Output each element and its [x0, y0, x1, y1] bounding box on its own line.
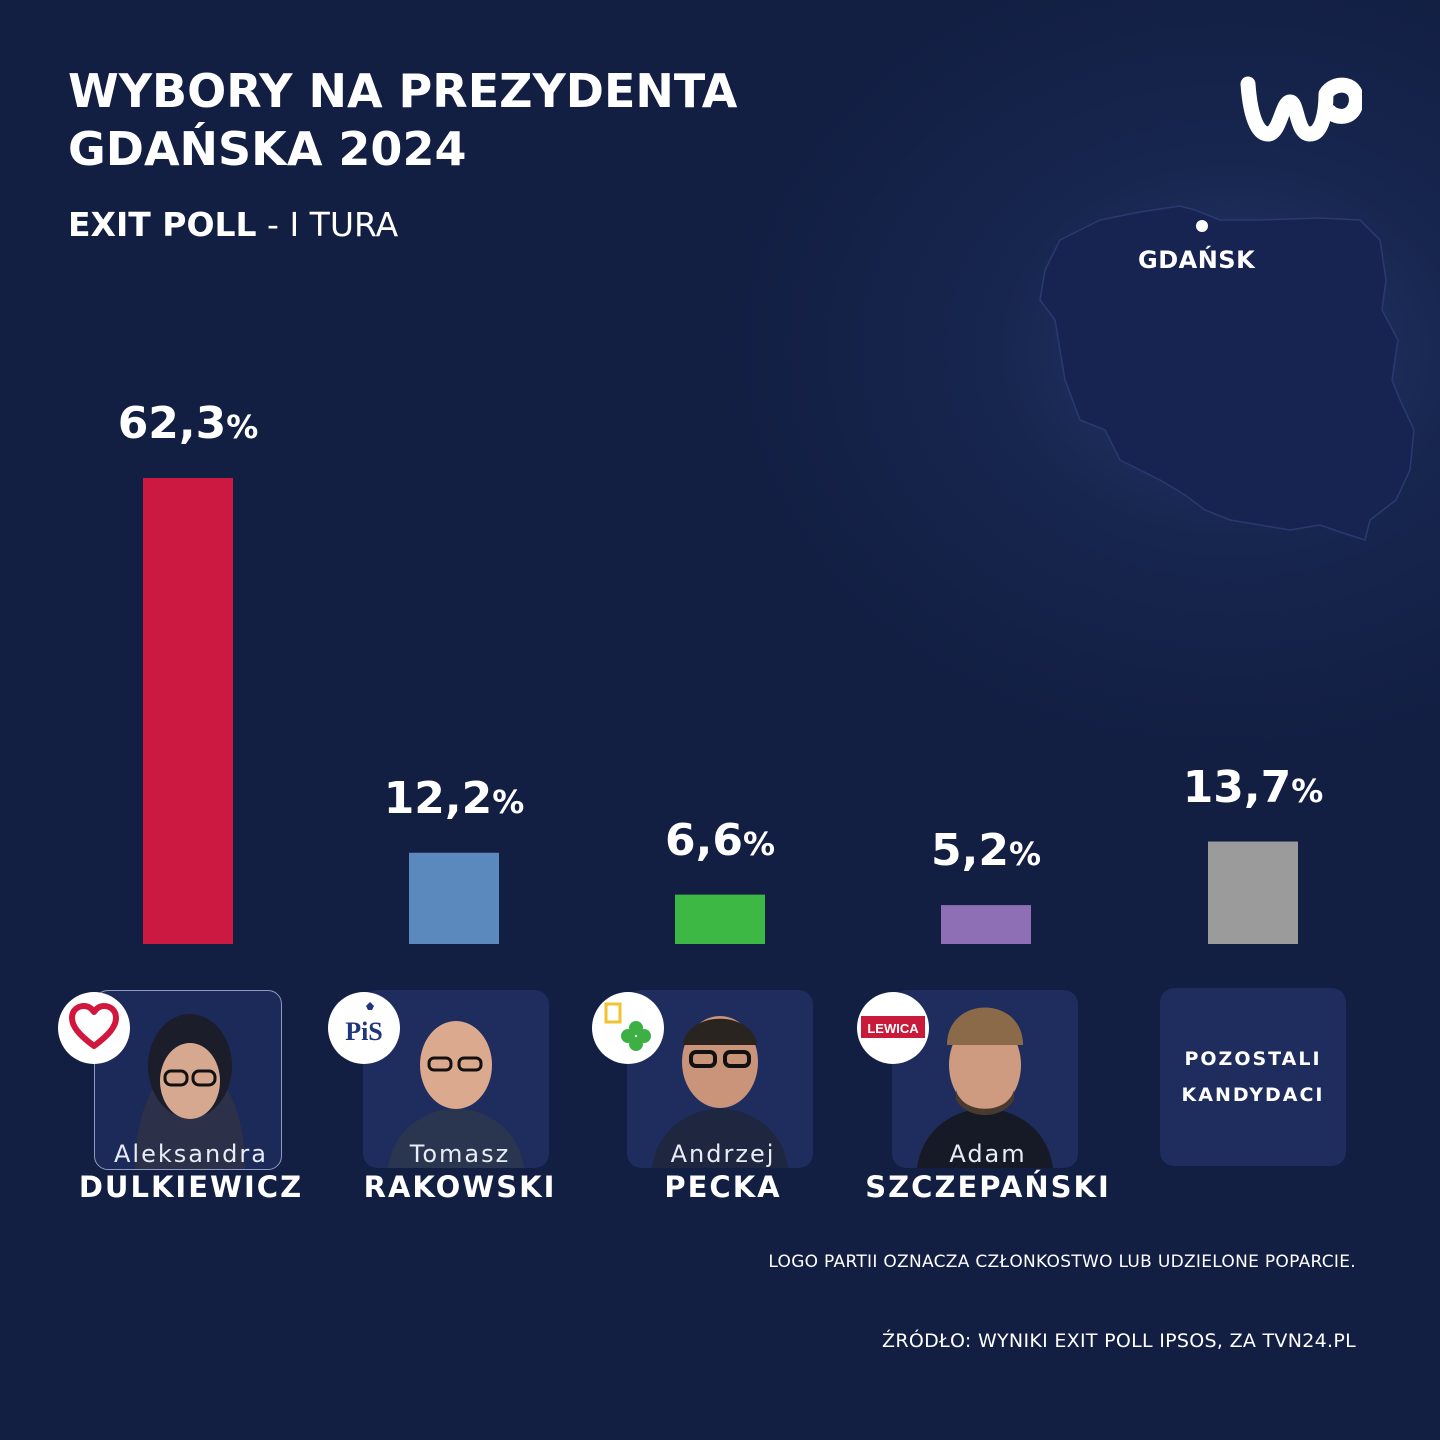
candidate-last-name: RAKOWSKI: [363, 1170, 557, 1204]
bar-3: [675, 894, 765, 944]
bar-4: [941, 905, 1031, 944]
candidate-first-name: Tomasz: [409, 1140, 511, 1168]
svg-text:PiS: PiS: [345, 1017, 383, 1046]
poland-map: [1039, 205, 1415, 541]
candidate-card-dulkiewicz[interactable]: [94, 990, 282, 1170]
source-note: ŹRÓDŁO: WYNIKI EXIT POLL IPSOS, ZA TVN24…: [882, 1330, 1356, 1352]
svg-text:LEWICA: LEWICA: [867, 1021, 919, 1036]
candidate-last-name: DULKIEWICZ: [78, 1170, 304, 1204]
value-label-5: 13,7%: [1182, 761, 1324, 813]
chart-title: WYBORY NA PREZYDENTA GDAŃSKA 2024: [68, 62, 737, 178]
pis-logo: PiS: [328, 992, 400, 1064]
subtitle-bold: EXIT POLL: [68, 205, 257, 244]
candidate-last-name: PECKA: [664, 1170, 782, 1204]
wp-logo: WP: [1240, 76, 1362, 142]
value-label-2: 12,2%: [383, 772, 525, 824]
value-label-3: 6,6%: [664, 814, 775, 866]
bar-2: [409, 852, 499, 944]
candidate-last-name: SZCZEPAŃSKI: [865, 1170, 1111, 1204]
others-line-2: KANDYDACI: [1181, 1084, 1325, 1106]
candidate-first-name: Andrzej: [670, 1140, 776, 1168]
value-label-1: 62,3%: [117, 398, 259, 449]
others-card[interactable]: POZOSTALI KANDYDACI: [1160, 988, 1346, 1166]
party-logo-note: LOGO PARTII OZNACZA CZŁONKOSTWO LUB UDZI…: [768, 1252, 1356, 1272]
candidate-first-name: Aleksandra: [114, 1140, 268, 1168]
chart-subtitle: EXIT POLL - I TURA: [68, 205, 398, 244]
gdansk-label: GDAŃSK: [1138, 246, 1256, 274]
others-line-1: POZOSTALI: [1184, 1048, 1322, 1070]
candidate-photo: [917, 1007, 1053, 1168]
subtitle-rest: - I TURA: [256, 205, 399, 244]
candidate-first-name: Adam: [949, 1140, 1027, 1168]
candidate-photo: [135, 1014, 245, 1169]
bar-1: [143, 478, 233, 944]
gdansk-dot: [1196, 220, 1208, 232]
clover-logo: [592, 992, 664, 1064]
title-line-1: WYBORY NA PREZYDENTA: [68, 64, 738, 118]
heart-icon: [58, 992, 130, 1064]
bar-5: [1208, 841, 1298, 944]
candidate-card-pecka[interactable]: [627, 990, 813, 1168]
value-label-4: 5,2%: [930, 825, 1041, 877]
candidate-photo: [388, 1021, 524, 1168]
lewica-logo: LEWICA: [857, 992, 929, 1064]
title-line-2: GDAŃSKA 2024: [68, 122, 467, 176]
candidate-photo: [652, 1016, 788, 1168]
